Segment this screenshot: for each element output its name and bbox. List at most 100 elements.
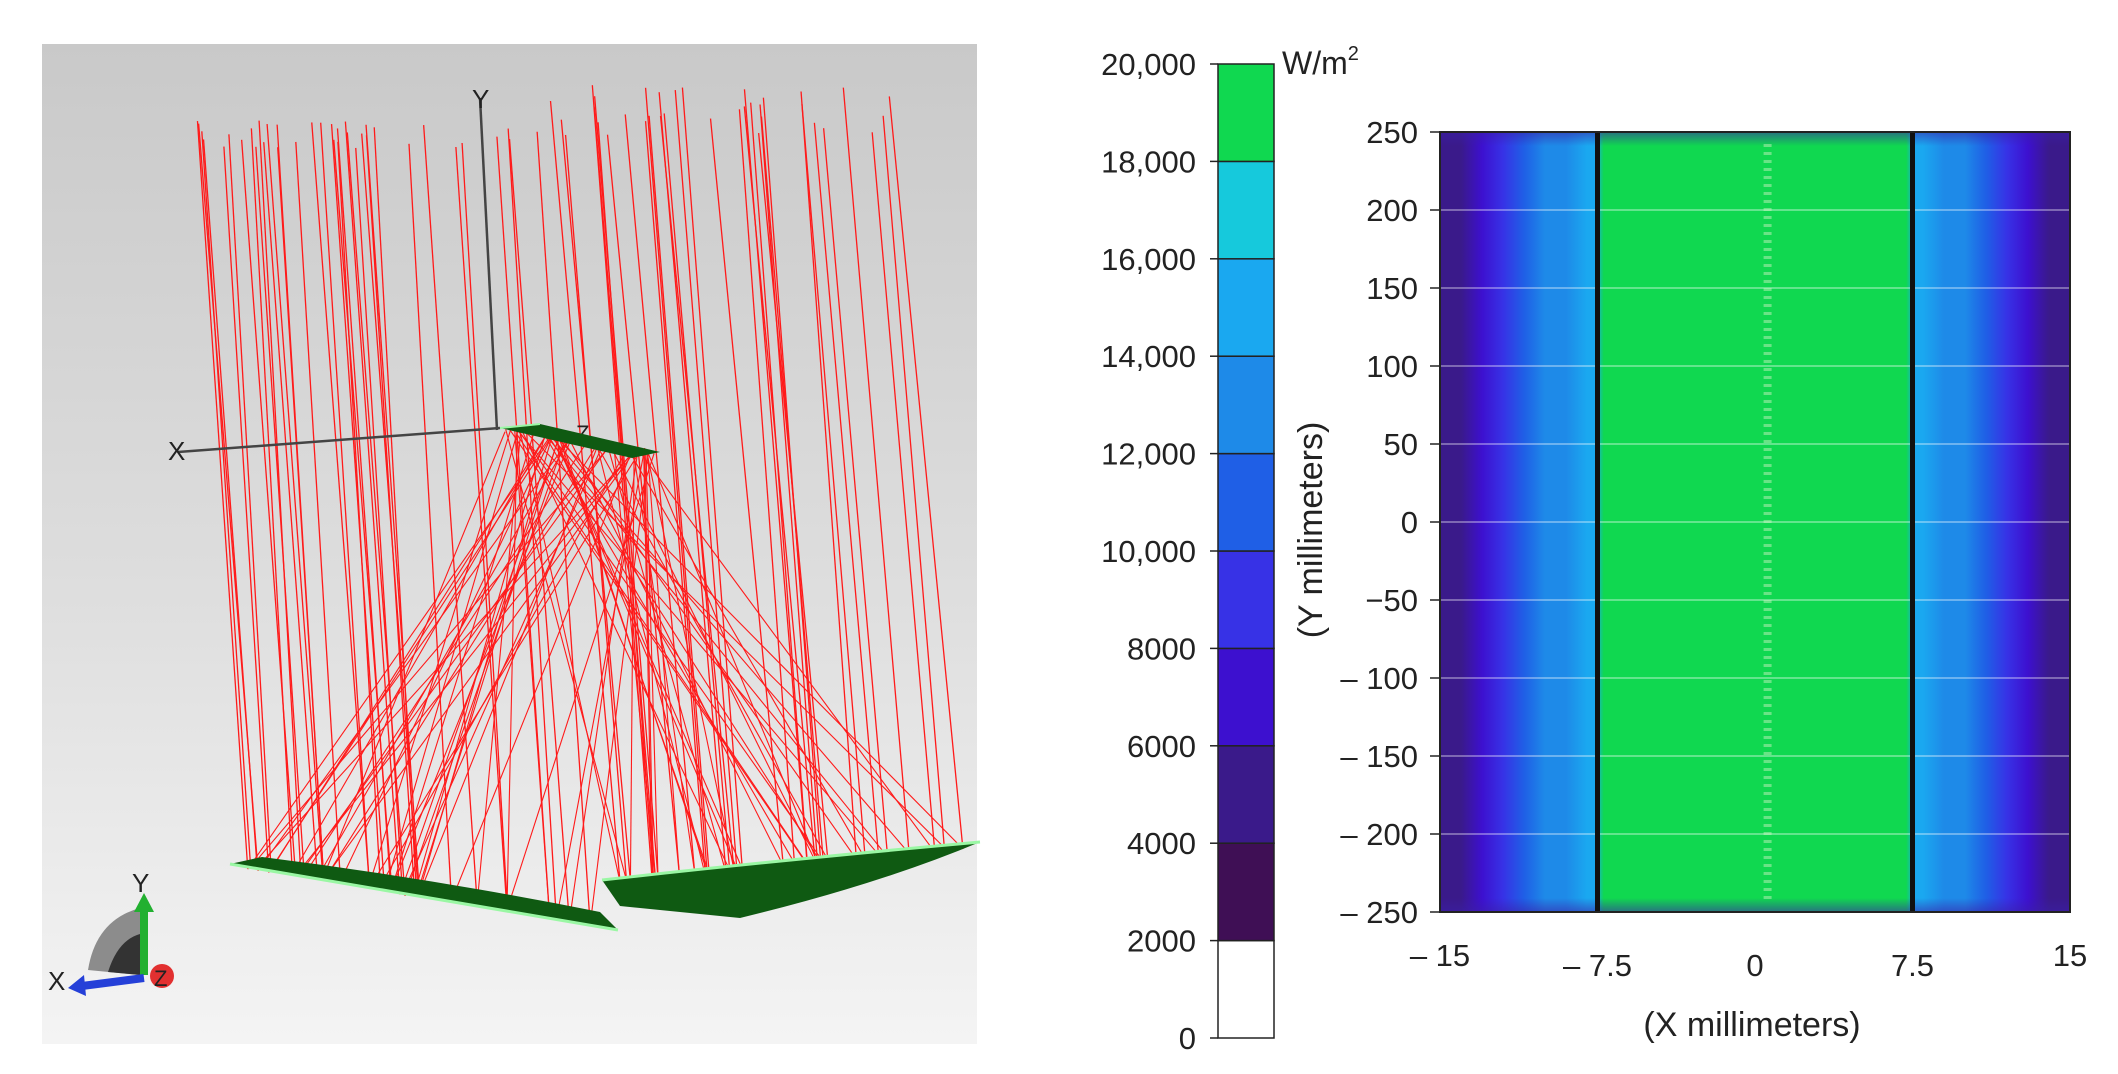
colorbar-tick-label: 18,000 <box>1101 144 1196 179</box>
incident-ray <box>355 147 404 895</box>
incident-ray <box>801 104 866 859</box>
incident-ray <box>337 141 382 887</box>
y-tick-label: −50 <box>1365 583 1418 618</box>
incident-ray <box>508 139 570 922</box>
reflected-ray <box>506 429 518 911</box>
incident-ray <box>250 128 294 874</box>
reflected-ray <box>404 436 567 897</box>
ray-bundle <box>196 85 964 925</box>
incident-ray <box>333 139 393 889</box>
colorbar-tick-label: 10,000 <box>1101 534 1196 569</box>
y-axis-label: (Y millimeters) <box>1292 422 1330 639</box>
reflected-ray <box>505 429 627 881</box>
y-tick-label: 0 <box>1401 505 1418 540</box>
colorbar-tick-label: 8000 <box>1127 631 1196 666</box>
y-tick-label: – 150 <box>1340 739 1418 774</box>
incident-ray <box>709 118 784 866</box>
reflected-ray <box>514 430 551 920</box>
reflected-ray <box>368 429 512 885</box>
flux-edge-top <box>1440 132 2070 146</box>
incident-ray <box>201 131 252 868</box>
y-tick-label: 50 <box>1384 427 1418 462</box>
incident-ray <box>408 143 453 901</box>
colorbar-tick-label: 12,000 <box>1101 437 1196 472</box>
incident-ray <box>681 87 743 869</box>
colorbar-unit: W/m2 <box>1282 43 1359 81</box>
incident-ray <box>591 85 653 879</box>
colorbar-bin <box>1217 842 1275 942</box>
colorbar-bin <box>1217 160 1275 260</box>
y-tick-label: 150 <box>1366 271 1418 306</box>
reflected-ray <box>250 442 613 868</box>
incident-ray <box>263 142 319 878</box>
colorbar-tick-label: 6000 <box>1127 729 1196 764</box>
incident-ray <box>597 122 655 878</box>
reflected-ray <box>515 433 808 865</box>
colorbar-bin <box>1217 647 1275 747</box>
incident-ray <box>644 87 708 872</box>
reflected-ray <box>476 429 522 904</box>
y-tick-label: – 100 <box>1340 661 1418 696</box>
x-tick-label: – 7.5 <box>1563 948 1632 983</box>
incident-ray <box>507 128 558 920</box>
reflected-ray <box>568 448 639 922</box>
orientation-triad: Y X Z <box>48 868 174 996</box>
incident-ray <box>196 121 249 870</box>
incident-ray <box>295 141 342 882</box>
y-axis: 250 200 150 100 50 0 −50 – 100 – 150 – 200 – 250 <box>1340 115 1440 930</box>
x-tick-label: – 15 <box>1410 938 1470 973</box>
incident-ray <box>888 96 964 849</box>
colorbar-bin <box>1217 550 1275 650</box>
y-tick-label: 100 <box>1366 349 1418 384</box>
reflected-ray <box>339 435 553 882</box>
incident-ray <box>422 125 478 904</box>
reflected-ray <box>323 444 598 881</box>
incident-ray <box>455 146 508 911</box>
colorbar-bin <box>1217 452 1275 552</box>
reflected-ray <box>629 452 866 860</box>
colorbar-tick-label: 0 <box>1179 1021 1196 1056</box>
reflected-ray <box>559 436 857 860</box>
incident-ray <box>606 134 680 875</box>
reflected-ray <box>413 432 547 894</box>
reflected-ray <box>643 449 653 879</box>
triad-x-label: X <box>48 966 65 996</box>
reflected-ray <box>558 437 710 875</box>
reflected-ray <box>629 453 635 882</box>
reflected-ray <box>523 429 945 849</box>
incident-ray <box>674 90 738 869</box>
reflected-ray <box>516 429 879 855</box>
incident-ray <box>320 122 371 888</box>
incident-ray <box>800 91 858 860</box>
ray-trace-view: Y X Z Y X Z <box>42 44 981 1044</box>
plot-frame <box>1439 131 2071 913</box>
x-tick-label: 7.5 <box>1891 948 1934 983</box>
incident-ray <box>330 124 386 892</box>
reflected-ray <box>547 434 822 863</box>
incident-ray <box>258 120 302 873</box>
reflected-ray <box>644 448 654 878</box>
reflected-ray <box>450 447 634 901</box>
incident-ray <box>266 124 324 878</box>
colorbar-bin <box>1217 745 1275 844</box>
incident-ray <box>255 146 305 876</box>
reflected-ray <box>522 431 731 871</box>
incident-ray <box>882 115 945 848</box>
reflected-ray <box>322 431 506 879</box>
axis-x-label: X <box>168 436 185 466</box>
incident-ray <box>743 106 816 861</box>
mirror-right <box>602 842 980 918</box>
reflected-ray <box>636 448 936 853</box>
incident-ray <box>871 132 936 853</box>
reflected-ray <box>316 431 575 878</box>
x-axis-label: (X millimeters) <box>1643 1006 1860 1044</box>
incident-ray <box>822 128 889 857</box>
triad-z-label: Z <box>154 966 167 991</box>
incident-ray <box>560 119 632 882</box>
incident-ray <box>228 134 272 870</box>
reflected-ray <box>384 428 520 892</box>
reflected-ray <box>295 452 633 877</box>
incident-ray <box>762 97 822 863</box>
reflected-ray <box>646 451 680 875</box>
incident-ray <box>549 100 621 882</box>
